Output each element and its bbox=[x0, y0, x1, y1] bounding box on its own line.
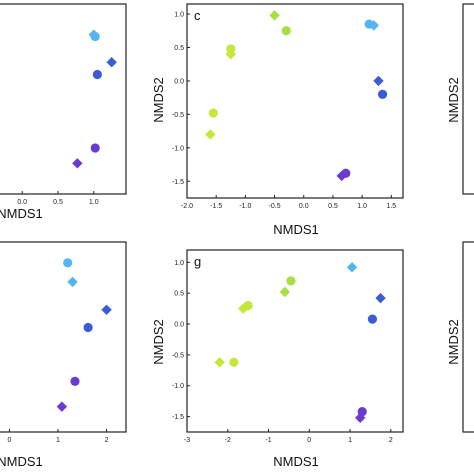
y-tick-label-p1-1: 0.5 bbox=[174, 45, 184, 52]
point-circle-p1-2 bbox=[226, 44, 236, 54]
y-tick-label-p3-1: 0.5 bbox=[174, 291, 184, 298]
x-tick-label-p1-1: -1.5 bbox=[210, 203, 222, 210]
point-circle-p0-4 bbox=[92, 69, 102, 80]
y-axis-label-g: NMDS2 bbox=[151, 319, 166, 365]
x-axis-label-a: NMDS1 bbox=[0, 206, 43, 221]
x-axis-label-b: NMDS1 bbox=[0, 454, 43, 469]
y-tick-label-p3-5: -1.5 bbox=[172, 414, 184, 421]
y-axis-label-c: NMDS2 bbox=[151, 77, 166, 123]
point-circle-p1-11 bbox=[341, 168, 351, 178]
x-tick-label-p2-2: 2 bbox=[105, 437, 109, 444]
point-circle-p2-5 bbox=[70, 376, 80, 386]
point-diamond-p3-7 bbox=[375, 292, 386, 304]
point-diamond-p1-3 bbox=[225, 48, 236, 60]
x-tick-label-p1-4: 0.0 bbox=[299, 203, 309, 210]
point-circle-p3-8 bbox=[367, 314, 378, 324]
point-diamond-p3-1 bbox=[279, 286, 291, 298]
point-diamond-p2-2 bbox=[67, 276, 78, 288]
point-circle-p1-9 bbox=[377, 89, 388, 99]
point-circle-p0-5 bbox=[90, 143, 100, 153]
x-tick-label-p1-3: -0.5 bbox=[269, 203, 281, 210]
y-tick-label-p1-5: -1.5 bbox=[172, 179, 184, 186]
y-tick-label-p1-2: 0.0 bbox=[174, 78, 184, 85]
panel-e-frame bbox=[462, 3, 474, 195]
x-tick-label-p3-4: 1 bbox=[348, 437, 352, 444]
point-diamond-p1-5 bbox=[205, 129, 216, 140]
y-tick-label-p1-3: -0.5 bbox=[172, 112, 184, 119]
y-tick-label-p3-3: -0.5 bbox=[172, 352, 184, 359]
point-diamond-p3-4 bbox=[214, 357, 225, 368]
panel-a-frame bbox=[0, 3, 127, 195]
point-diamond-p3-3 bbox=[238, 303, 249, 314]
y-tick-label-p3-0: 1.0 bbox=[174, 260, 184, 267]
x-tick-label-p1-5: 0.5 bbox=[328, 203, 338, 210]
y-tick-label-p1-0: 1.0 bbox=[174, 12, 184, 19]
x-tick-label-p1-0: -2.0 bbox=[181, 203, 193, 210]
point-circle-p3-5 bbox=[229, 357, 239, 367]
x-tick-label-p3-1: -2 bbox=[225, 437, 231, 444]
panel-h-frame bbox=[462, 241, 474, 433]
point-diamond-p3-10 bbox=[355, 412, 366, 424]
x-tick-label-p0-2: 1.0 bbox=[89, 199, 99, 206]
point-diamond-p2-6 bbox=[56, 401, 68, 412]
point-diamond-p1-0 bbox=[269, 10, 280, 21]
x-tick-label-p1-7: 1.5 bbox=[386, 203, 396, 210]
point-circle-p0-2 bbox=[90, 31, 100, 42]
chart-marks: 0.0 0.5 1.0 -2.0 -1.5 -1.0 -0.5 0.0 0.5 1.0 1.5 1.0… bbox=[7, 10, 396, 444]
x-axis-label-g: NMDS1 bbox=[273, 454, 319, 469]
x-tick-label-p0-0: 0.0 bbox=[17, 199, 27, 206]
point-circle-p1-4 bbox=[208, 108, 218, 118]
y-axis-label-e: NMDS2 bbox=[446, 77, 461, 123]
x-tick-label-p3-3: 0 bbox=[307, 437, 311, 444]
point-circle-p1-1 bbox=[281, 26, 291, 36]
panel-label-g: g bbox=[194, 254, 201, 269]
point-circle-p2-4 bbox=[83, 322, 93, 333]
point-diamond-p2-3 bbox=[101, 304, 112, 315]
point-diamond-p1-7 bbox=[368, 20, 380, 31]
y-axis-label-h: NMDS2 bbox=[446, 319, 461, 365]
x-axis-label-c: NMDS1 bbox=[273, 222, 319, 237]
point-diamond-p1-8 bbox=[373, 75, 384, 87]
x-tick-label-p3-5: 2 bbox=[389, 437, 393, 444]
y-tick-label-p3-4: -1.0 bbox=[172, 383, 184, 390]
panel-label-c: c bbox=[194, 8, 201, 23]
x-tick-label-p2-1: 1 bbox=[56, 437, 60, 444]
point-diamond-p0-3 bbox=[106, 57, 117, 68]
panel-c-frame bbox=[186, 3, 404, 199]
x-tick-label-p0-1: 0.5 bbox=[53, 199, 63, 206]
x-tick-label-p2-0: 0 bbox=[7, 437, 11, 444]
y-tick-label-p3-2: 0.0 bbox=[174, 322, 184, 329]
point-diamond-p0-6 bbox=[72, 158, 83, 169]
x-tick-label-p1-2: -1.0 bbox=[239, 203, 251, 210]
panel-g-frame bbox=[186, 249, 404, 433]
y-tick-label-p1-4: -1.0 bbox=[172, 145, 184, 152]
x-tick-label-p3-0: -3 bbox=[184, 437, 190, 444]
point-circle-p3-0 bbox=[286, 276, 296, 286]
point-diamond-p3-6 bbox=[346, 262, 358, 273]
x-tick-label-p3-2: -1 bbox=[265, 437, 271, 444]
point-circle-p2-1 bbox=[63, 258, 73, 268]
x-tick-label-p1-6: 1.0 bbox=[357, 203, 367, 210]
